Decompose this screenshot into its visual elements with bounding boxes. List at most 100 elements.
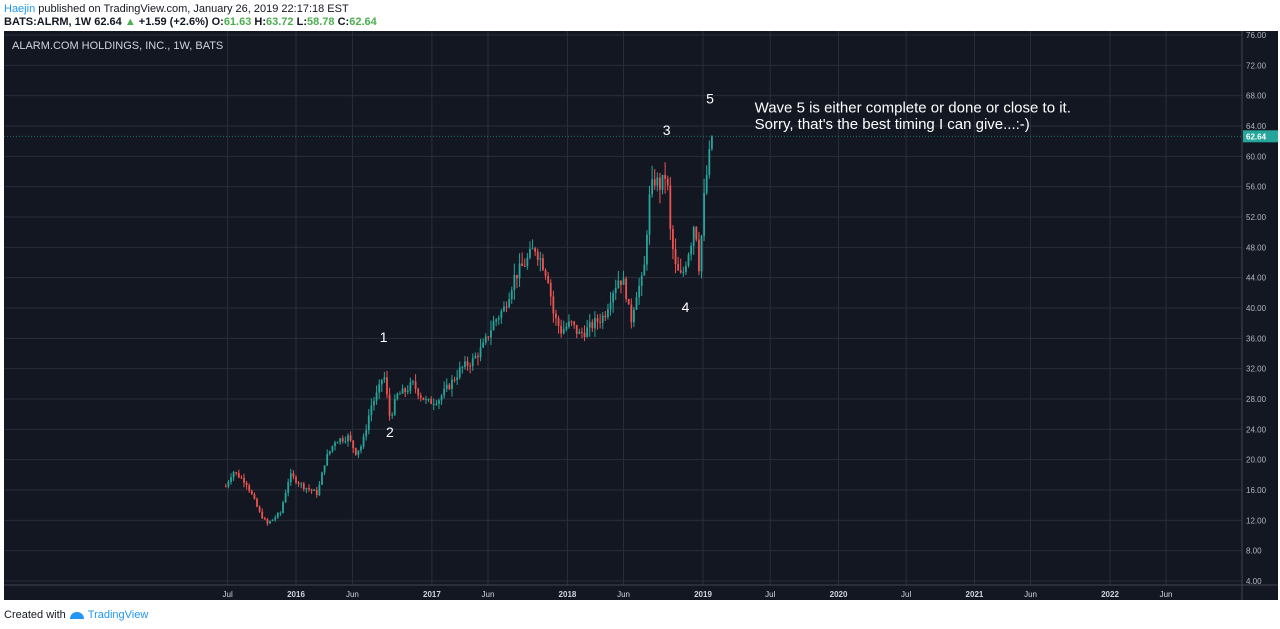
price-tick-label: 28.00 — [1246, 395, 1267, 404]
candle-body — [323, 465, 326, 473]
candle-body — [466, 361, 469, 366]
candle-body — [544, 270, 547, 276]
price-tick-label: 20.00 — [1246, 456, 1267, 465]
candle-body — [711, 136, 713, 149]
candle-body — [406, 390, 409, 393]
candle-body — [640, 275, 643, 286]
candle-body — [575, 324, 578, 334]
time-axis[interactable]: Jul 2016 Jun 2017 Jun 2018 Jun 2019 Jul 2020 Jul 20… — [4, 584, 1278, 599]
close-label: C: — [337, 16, 350, 28]
candle-body — [302, 483, 305, 490]
price-tick-label: 68.00 — [1246, 92, 1267, 101]
low-label: L: — [296, 16, 307, 28]
change-value: +1.59 (+2.6%) — [138, 16, 209, 28]
created-with-text: Created with — [4, 609, 66, 621]
price-tick-label: 76.00 — [1246, 31, 1267, 40]
candle-body — [269, 521, 271, 524]
time-tick-label: Jul — [901, 590, 911, 599]
price-tick-label: 60.00 — [1246, 152, 1267, 161]
candle-body — [679, 270, 682, 273]
price-tick-label: 64.00 — [1246, 122, 1267, 131]
candle-body — [235, 472, 238, 474]
candle-body — [471, 358, 474, 367]
candle-body — [440, 395, 443, 401]
time-tick-label: 2021 — [966, 590, 984, 599]
candle-body — [656, 177, 659, 186]
candle-body — [448, 384, 451, 390]
candle-body — [422, 397, 425, 400]
candle-body — [536, 251, 539, 260]
time-tick-label: Jun — [1024, 590, 1037, 599]
candle-body — [383, 377, 386, 380]
candle-body — [523, 265, 526, 267]
annotation-text: Wave 5 is either complete or done or clo… — [755, 99, 1071, 116]
high-value: 63.72 — [266, 16, 294, 28]
time-tick-label: Jun — [1160, 590, 1173, 599]
candle-body — [648, 194, 651, 235]
open-value: 61.63 — [223, 16, 252, 28]
candle-body — [445, 384, 448, 389]
price-axis[interactable]: 76.00 72.00 68.00 64.00 60.00 56.00 52.00 48.00… — [1241, 31, 1267, 600]
candle-body — [367, 415, 370, 431]
candle-body — [661, 174, 664, 190]
chart-background — [4, 31, 1278, 600]
candle-body — [300, 483, 303, 485]
candle-body — [698, 239, 700, 272]
candle-body — [630, 304, 633, 323]
price-tick-label: 32.00 — [1246, 365, 1267, 374]
candle-body — [349, 435, 352, 441]
candle-body — [331, 445, 334, 451]
candle-body — [310, 489, 313, 491]
candle-body — [635, 297, 638, 310]
candle-body — [305, 488, 308, 490]
candle-body — [427, 399, 430, 401]
candle-body — [534, 248, 537, 252]
candle-body — [508, 299, 511, 308]
wave-label: 1 — [380, 329, 388, 345]
candle-body — [321, 472, 323, 485]
candle-body — [232, 472, 235, 478]
time-tick-label: Jun — [482, 590, 495, 599]
candle-body — [263, 518, 266, 520]
candle-body — [557, 318, 560, 326]
candle-body — [315, 490, 318, 496]
candle-body — [549, 282, 552, 297]
author-link[interactable]: Haejin — [4, 3, 36, 15]
candle-body — [685, 265, 687, 273]
price-tick-label: 40.00 — [1246, 304, 1267, 313]
candle-body — [503, 306, 505, 312]
candle-body — [458, 367, 461, 378]
annotations: 1 2 3 4 5 Wave 5 is either complete or done o… — [380, 90, 1071, 440]
price-chart[interactable]: 76.0072.0068.0064.0060.0056.0052.0048.00… — [4, 31, 1278, 600]
candle-body — [682, 272, 685, 274]
candle-body — [516, 274, 518, 279]
candle-body — [347, 435, 349, 442]
candle-body — [464, 361, 466, 367]
candle-body — [373, 400, 375, 406]
candle-body — [456, 377, 459, 380]
candle-body — [339, 438, 342, 443]
candle-body — [245, 482, 248, 486]
high-label: H: — [254, 16, 267, 28]
candle-body — [622, 278, 625, 285]
candle-body — [570, 321, 573, 323]
candle-body — [560, 325, 563, 334]
candle-body — [380, 379, 383, 385]
candle-body — [357, 450, 360, 455]
candle-body — [510, 290, 513, 300]
candle-body — [438, 400, 440, 404]
time-tick-label: Jun — [617, 590, 630, 599]
candle-body — [279, 512, 282, 514]
candle-body — [659, 177, 661, 190]
candle-body — [412, 381, 414, 383]
candle-body — [492, 321, 495, 331]
candle-body — [328, 450, 331, 454]
candle-body — [490, 330, 492, 338]
candle-body — [599, 321, 602, 323]
time-tick-label: Jun — [346, 590, 359, 599]
candle-body — [393, 399, 396, 415]
chart-container[interactable]: 76.00 72.00 68.00 64.00 60.00 56.00 52.00 48.00… — [4, 31, 1278, 600]
candle-body — [604, 315, 607, 318]
tradingview-link[interactable]: TradingView — [87, 609, 149, 621]
time-tick-label: 2019 — [694, 590, 712, 599]
